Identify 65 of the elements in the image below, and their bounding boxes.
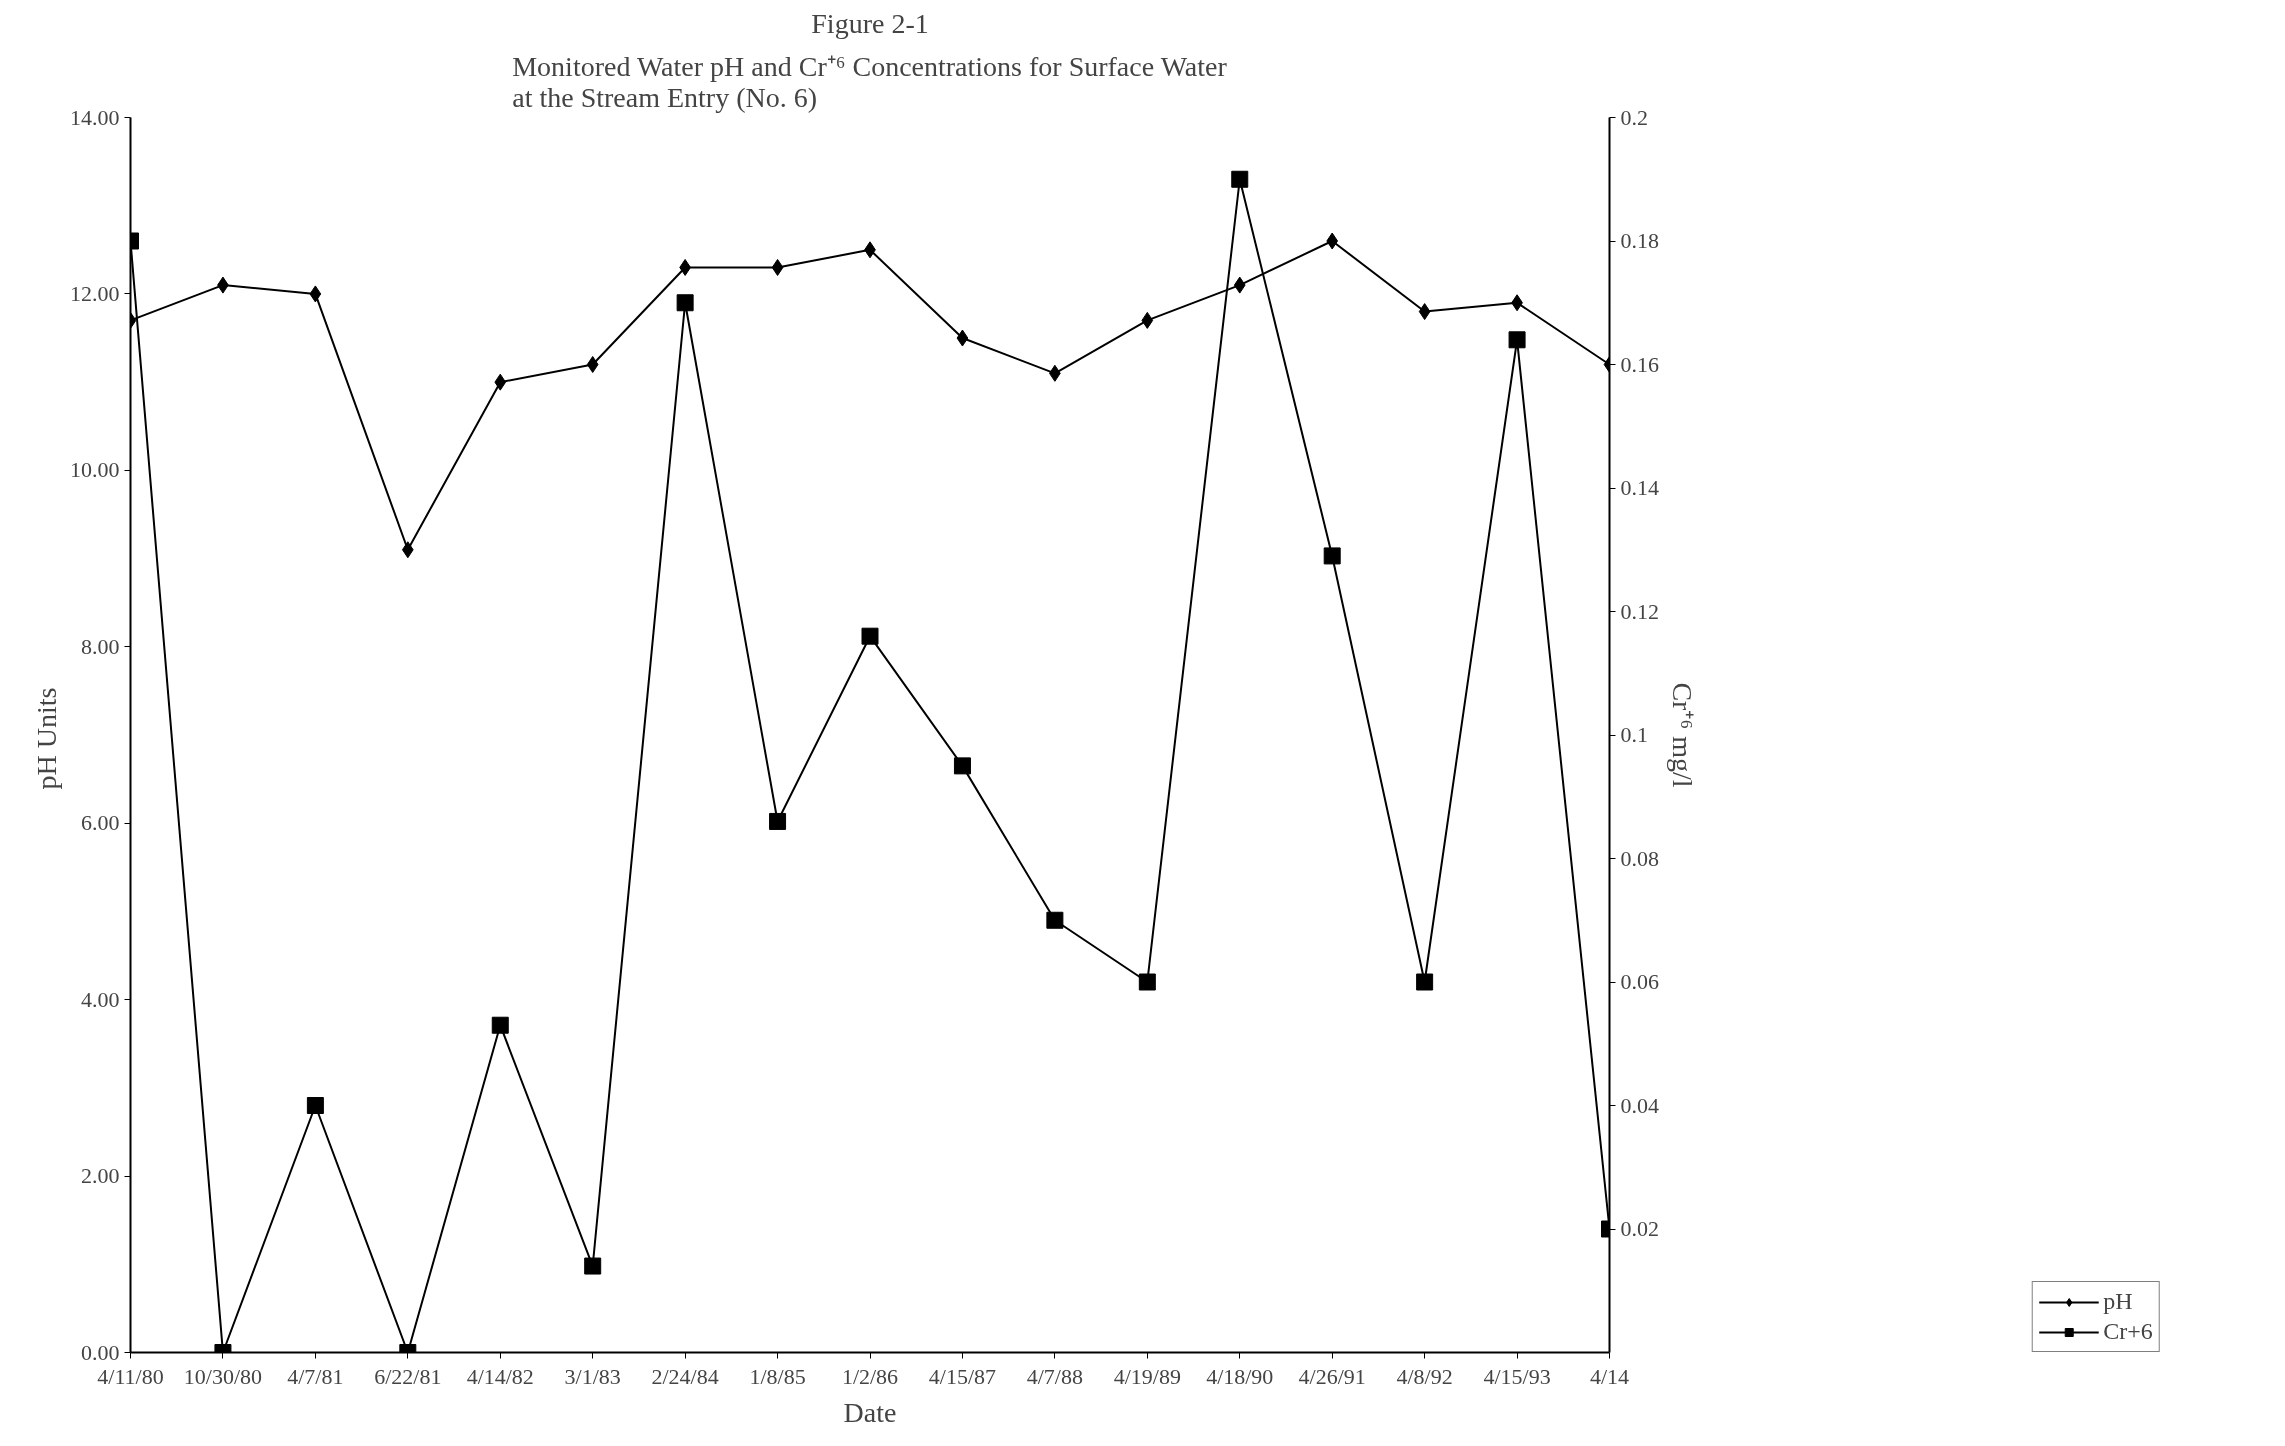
y2-tick-label: 0.04 [1620, 1092, 1659, 1118]
y-tick-label: 4.00 [81, 986, 120, 1012]
y-tick-label: 14.00 [70, 104, 120, 130]
x-tick-label: 4/11/80 [97, 1363, 164, 1389]
y2-tick-label: 0.12 [1620, 598, 1659, 624]
x-axis-title: Date [843, 1396, 897, 1428]
x-tick-label: 4/14/82 [466, 1363, 534, 1389]
y-tick-label: 12.00 [70, 280, 120, 306]
x-tick-label: 2/24/84 [651, 1363, 719, 1389]
x-tick-label: 1/8/85 [749, 1363, 806, 1389]
x-tick-label: 1/2/86 [841, 1363, 899, 1389]
point [401, 541, 414, 559]
x-tick-label: 4/15/93 [1483, 1363, 1551, 1389]
chart-title: Figure 2-1 [811, 7, 929, 39]
point [861, 627, 879, 645]
y2-tick-label: 0.08 [1620, 845, 1659, 871]
point [494, 373, 507, 391]
x-tick-label: 4/19/89 [1113, 1363, 1181, 1389]
y-tick-label: 6.00 [81, 810, 120, 836]
x-tick-label: 10/30/80 [183, 1363, 263, 1389]
x-tick-label: 4/7/88 [1026, 1363, 1083, 1389]
x-tick-label: 4/26/91 [1298, 1363, 1366, 1389]
legend-label: pH [2103, 1288, 2133, 1315]
y2-tick-label: 0.02 [1620, 1216, 1659, 1241]
x-tick-label: 6/22/81 [374, 1363, 442, 1389]
point [1046, 911, 1064, 929]
point [676, 294, 694, 312]
x-tick-label: 4/8/92 [1396, 1363, 1453, 1389]
x-tick-label: 4/7/81 [287, 1363, 344, 1389]
y2-tick-label: 0.1 [1620, 722, 1648, 747]
point [1416, 973, 1434, 991]
x-tick-label: 4/15/87 [928, 1363, 997, 1389]
point [1141, 311, 1154, 329]
y-tick-label: 2.00 [81, 1163, 120, 1189]
point [953, 757, 971, 775]
point [956, 329, 969, 347]
y-tick-label: 0.00 [81, 1339, 120, 1365]
point [1323, 547, 1341, 565]
legend-label: Cr+6 [2103, 1318, 2153, 1345]
y-tick-label: 10.00 [70, 457, 120, 483]
x-tick-label: 4/18/90 [1206, 1363, 1274, 1389]
point [584, 1257, 602, 1275]
y2-axis-title: Cr⁺⁶ mg/l [1667, 682, 1698, 788]
x-tick-label: 3/1/83 [564, 1363, 621, 1389]
y2-tick-label: 0.18 [1620, 228, 1659, 253]
point [1508, 331, 1526, 349]
point [586, 356, 599, 373]
y2-tick-label: 0.14 [1620, 475, 1659, 500]
point [771, 258, 784, 276]
y2-tick-label: 0.2 [1620, 104, 1648, 130]
point [1138, 973, 1156, 991]
point [1233, 276, 1246, 294]
point [306, 1097, 324, 1114]
y2-tick-label: 0.06 [1620, 969, 1659, 994]
point [769, 812, 787, 830]
y-tick-label: 8.00 [81, 633, 120, 659]
point [1326, 232, 1339, 250]
x-tick-label: 4/14 [1589, 1363, 1630, 1389]
point [1231, 170, 1249, 188]
point [491, 1016, 509, 1034]
chart-subtitle: Monitored Water pH and Cr⁺⁶ Concentrations for Surface Water at the Stream Entry (No. 6) [512, 50, 1228, 113]
y-axis-title: pH Units [31, 687, 62, 790]
y2-tick-label: 0.16 [1620, 351, 1659, 377]
point [309, 285, 322, 303]
point [1418, 303, 1431, 321]
